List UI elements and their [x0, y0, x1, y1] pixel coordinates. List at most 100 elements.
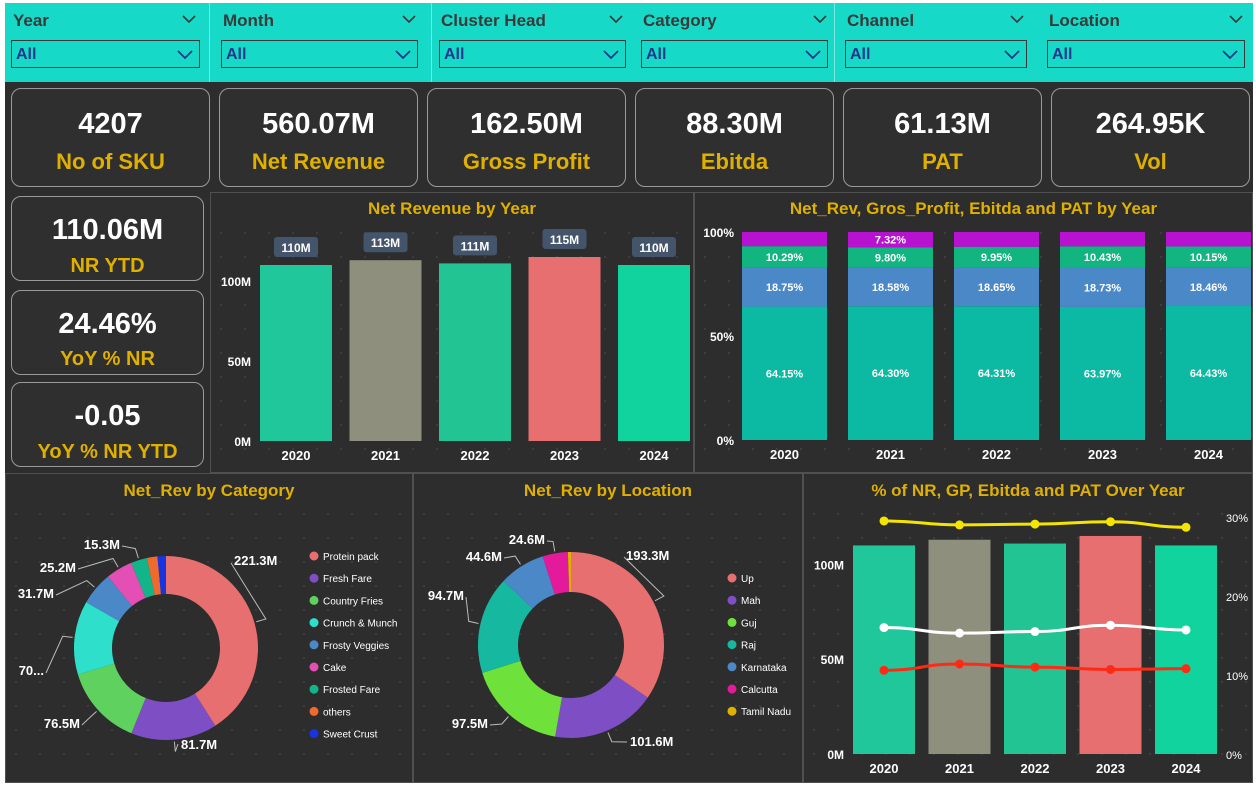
stacked-pct-by-year-chart[interactable]: Net_Rev, Gros_Profit, Ebitda and PAT by …	[694, 192, 1253, 473]
background-dot	[508, 448, 510, 450]
kpi-label: Net Revenue	[251, 149, 386, 174]
background-dot	[447, 681, 449, 683]
background-dot	[663, 633, 665, 635]
background-dot	[663, 561, 665, 563]
chevron-down-icon[interactable]	[609, 12, 623, 26]
x-tick-label: 2021	[945, 761, 974, 776]
background-dot	[375, 561, 377, 563]
cluster-head-slicer[interactable]: Cluster Head All	[433, 3, 633, 82]
background-dot	[957, 537, 959, 539]
year-dropdown[interactable]: All	[11, 40, 200, 68]
location-dropdown[interactable]: All	[1047, 40, 1245, 68]
chevron-down-icon[interactable]	[1010, 12, 1024, 26]
net-rev-by-location-chart[interactable]: Net_Rev by Location 193.3M 101.6M 97.5M 94.…	[413, 473, 803, 783]
month-slicer[interactable]: Month All	[215, 3, 425, 82]
background-dot	[1221, 705, 1223, 707]
background-dot	[604, 232, 606, 234]
data-label: 110M	[639, 241, 668, 255]
background-dot	[1221, 729, 1223, 731]
net-rev-by-category-chart[interactable]: Net_Rev by Category 221.3M 81.7M 76.5M 70..…	[5, 473, 413, 783]
background-dot	[1053, 537, 1055, 539]
background-dot	[532, 232, 534, 234]
background-dot	[837, 585, 839, 587]
chevron-down-icon[interactable]	[182, 12, 196, 26]
background-dot	[279, 657, 281, 659]
channel-slicer[interactable]: Channel All	[839, 3, 1035, 82]
donut-slice	[555, 674, 648, 738]
background-dot	[135, 681, 137, 683]
data-label-box	[632, 237, 676, 257]
kpi-card-yoy-nr-ytd: -0.05 YoY % NR YTD	[11, 382, 204, 467]
kpi-label: Vol	[1134, 149, 1167, 174]
background-dot	[340, 376, 342, 378]
background-dot	[399, 681, 401, 683]
chevron-down-icon[interactable]	[813, 12, 827, 26]
background-dot	[447, 657, 449, 659]
background-dot	[39, 513, 41, 515]
background-dot	[776, 448, 778, 450]
background-dot	[519, 729, 521, 731]
background-dot	[471, 657, 473, 659]
background-dot	[837, 561, 839, 563]
chevron-down-icon[interactable]	[402, 12, 416, 26]
background-dot	[39, 729, 41, 731]
net-revenue-by-year-chart[interactable]: Net Revenue by Year 0M 50M 100M 110M 2020 113…	[210, 192, 694, 473]
category-dropdown[interactable]: All	[641, 40, 828, 68]
background-dot	[944, 280, 946, 282]
channel-dropdown[interactable]: All	[845, 40, 1027, 68]
background-dot	[1221, 561, 1223, 563]
background-dot	[375, 537, 377, 539]
background-dot	[159, 657, 161, 659]
chevron-down-icon[interactable]	[1229, 12, 1243, 26]
background-dot	[447, 705, 449, 707]
background-dot	[711, 537, 713, 539]
background-dot	[244, 448, 246, 450]
background-dot	[279, 681, 281, 683]
pct-over-year-chart[interactable]: % of NR, GP, Ebitda and PAT Over Year 0M…	[803, 473, 1253, 783]
background-dot	[1245, 585, 1247, 587]
background-dot	[423, 729, 425, 731]
background-dot	[1160, 352, 1162, 354]
background-dot	[704, 400, 706, 402]
background-dot	[39, 537, 41, 539]
location-slicer[interactable]: Location All	[1041, 3, 1251, 82]
background-dot	[471, 513, 473, 515]
background-dot	[255, 705, 257, 707]
background-dot	[1245, 729, 1247, 731]
background-dot	[327, 609, 329, 611]
background-dot	[1040, 400, 1042, 402]
background-dot	[484, 256, 486, 258]
background-dot	[87, 585, 89, 587]
background-dot	[759, 753, 761, 755]
background-dot	[63, 585, 65, 587]
legend-marker	[309, 662, 319, 672]
background-dot	[604, 352, 606, 354]
background-dot	[183, 609, 185, 611]
background-dot	[303, 705, 305, 707]
data-label: 10.15%	[1190, 252, 1228, 264]
background-dot	[220, 304, 222, 306]
background-dot	[1149, 657, 1151, 659]
background-dot	[244, 256, 246, 258]
background-dot	[63, 609, 65, 611]
background-dot	[279, 633, 281, 635]
background-dot	[1149, 561, 1151, 563]
cluster-head-dropdown[interactable]: All	[439, 40, 626, 68]
background-dot	[1173, 537, 1175, 539]
background-dot	[1221, 585, 1223, 587]
x-tick-label: 2023	[550, 448, 579, 463]
background-dot	[759, 633, 761, 635]
background-dot	[885, 513, 887, 515]
legend-marker	[309, 706, 319, 716]
kpi-label: YoY % NR YTD	[37, 441, 178, 463]
kpi-value: 61.13M	[894, 108, 991, 140]
data-label: 64.30%	[872, 368, 910, 380]
category-slicer[interactable]: Category All	[635, 3, 835, 82]
month-dropdown[interactable]: All	[221, 40, 418, 68]
background-dot	[1160, 280, 1162, 282]
leader-line	[81, 710, 97, 726]
background-dot	[375, 513, 377, 515]
background-dot	[519, 753, 521, 755]
background-dot	[604, 448, 606, 450]
year-slicer[interactable]: Year All	[5, 3, 208, 82]
